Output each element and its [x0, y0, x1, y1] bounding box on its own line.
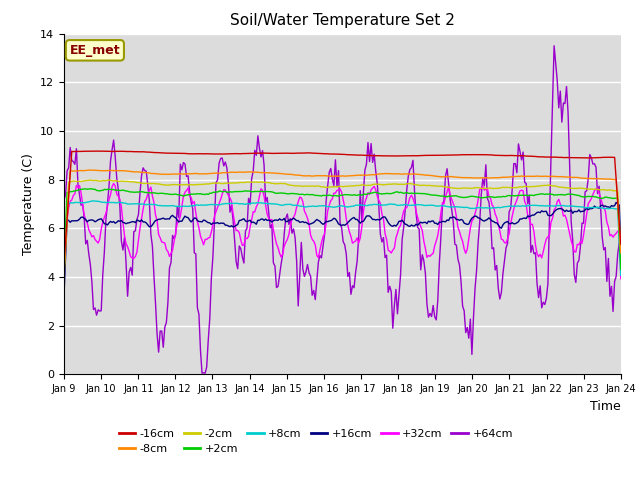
X-axis label: Time: Time: [590, 400, 621, 413]
-8cm: [588, 176, 595, 181]
-2cm: [130, 179, 138, 185]
+2cm: [305, 192, 313, 197]
+8cm: [255, 200, 263, 206]
-8cm: [617, 250, 625, 256]
-8cm: [86, 167, 94, 173]
+64cm: [589, 161, 596, 167]
-8cm: [228, 169, 236, 175]
+64cm: [228, 203, 236, 208]
-16cm: [305, 150, 313, 156]
-16cm: [93, 148, 100, 154]
+32cm: [228, 199, 236, 204]
-16cm: [228, 151, 236, 156]
Line: -16cm: -16cm: [64, 151, 621, 263]
+8cm: [228, 201, 236, 206]
+16cm: [129, 219, 136, 225]
+64cm: [129, 272, 136, 278]
-8cm: [130, 169, 138, 175]
+2cm: [86, 186, 94, 192]
+64cm: [255, 145, 263, 151]
Line: +32cm: +32cm: [64, 183, 621, 279]
+16cm: [617, 244, 625, 250]
Y-axis label: Temperature (C): Temperature (C): [22, 153, 35, 255]
-8cm: [255, 169, 263, 175]
Title: Soil/Water Temperature Set 2: Soil/Water Temperature Set 2: [230, 13, 455, 28]
-2cm: [255, 180, 263, 185]
+16cm: [303, 220, 311, 226]
+2cm: [588, 193, 595, 199]
-8cm: [60, 270, 68, 276]
-2cm: [246, 179, 254, 185]
Legend: -16cm, -8cm, -2cm, +2cm, +8cm, +16cm, +32cm, +64cm: -16cm, -8cm, -2cm, +2cm, +8cm, +16cm, +3…: [114, 424, 518, 459]
+16cm: [586, 206, 594, 212]
+8cm: [617, 273, 625, 278]
+64cm: [198, 370, 206, 376]
+16cm: [254, 217, 262, 223]
+8cm: [60, 270, 68, 276]
+8cm: [305, 204, 313, 209]
-16cm: [617, 241, 625, 247]
-2cm: [228, 180, 236, 186]
-16cm: [255, 150, 263, 156]
+32cm: [255, 193, 263, 199]
Line: -2cm: -2cm: [64, 180, 621, 279]
+16cm: [60, 292, 68, 298]
+32cm: [130, 255, 138, 261]
+64cm: [550, 43, 558, 48]
Text: EE_met: EE_met: [70, 44, 120, 57]
-2cm: [105, 177, 113, 183]
Line: +16cm: +16cm: [64, 203, 621, 295]
+8cm: [246, 201, 254, 207]
+32cm: [305, 221, 313, 227]
Line: +2cm: +2cm: [64, 189, 621, 269]
+32cm: [60, 275, 68, 280]
+32cm: [588, 196, 595, 202]
+2cm: [60, 263, 68, 268]
-16cm: [246, 151, 254, 156]
Line: +64cm: +64cm: [64, 46, 621, 373]
+2cm: [255, 189, 263, 194]
+2cm: [617, 266, 625, 272]
-8cm: [246, 169, 254, 175]
+64cm: [246, 201, 254, 207]
+32cm: [246, 224, 254, 230]
Line: -8cm: -8cm: [64, 170, 621, 273]
+2cm: [130, 189, 138, 195]
+2cm: [246, 188, 254, 194]
-16cm: [60, 260, 68, 266]
+64cm: [305, 270, 313, 276]
-8cm: [305, 173, 313, 179]
+64cm: [617, 229, 625, 235]
+64cm: [60, 197, 68, 203]
+8cm: [90, 198, 97, 204]
+8cm: [130, 201, 138, 207]
+32cm: [110, 180, 118, 186]
+16cm: [226, 224, 234, 229]
-2cm: [617, 250, 625, 255]
-2cm: [588, 186, 595, 192]
-16cm: [130, 149, 138, 155]
+32cm: [617, 276, 625, 282]
-2cm: [60, 276, 68, 282]
+2cm: [228, 189, 236, 195]
Line: +8cm: +8cm: [64, 201, 621, 276]
+8cm: [588, 205, 595, 211]
+16cm: [612, 200, 620, 205]
-16cm: [588, 155, 595, 161]
-2cm: [305, 183, 313, 189]
+16cm: [244, 218, 252, 224]
